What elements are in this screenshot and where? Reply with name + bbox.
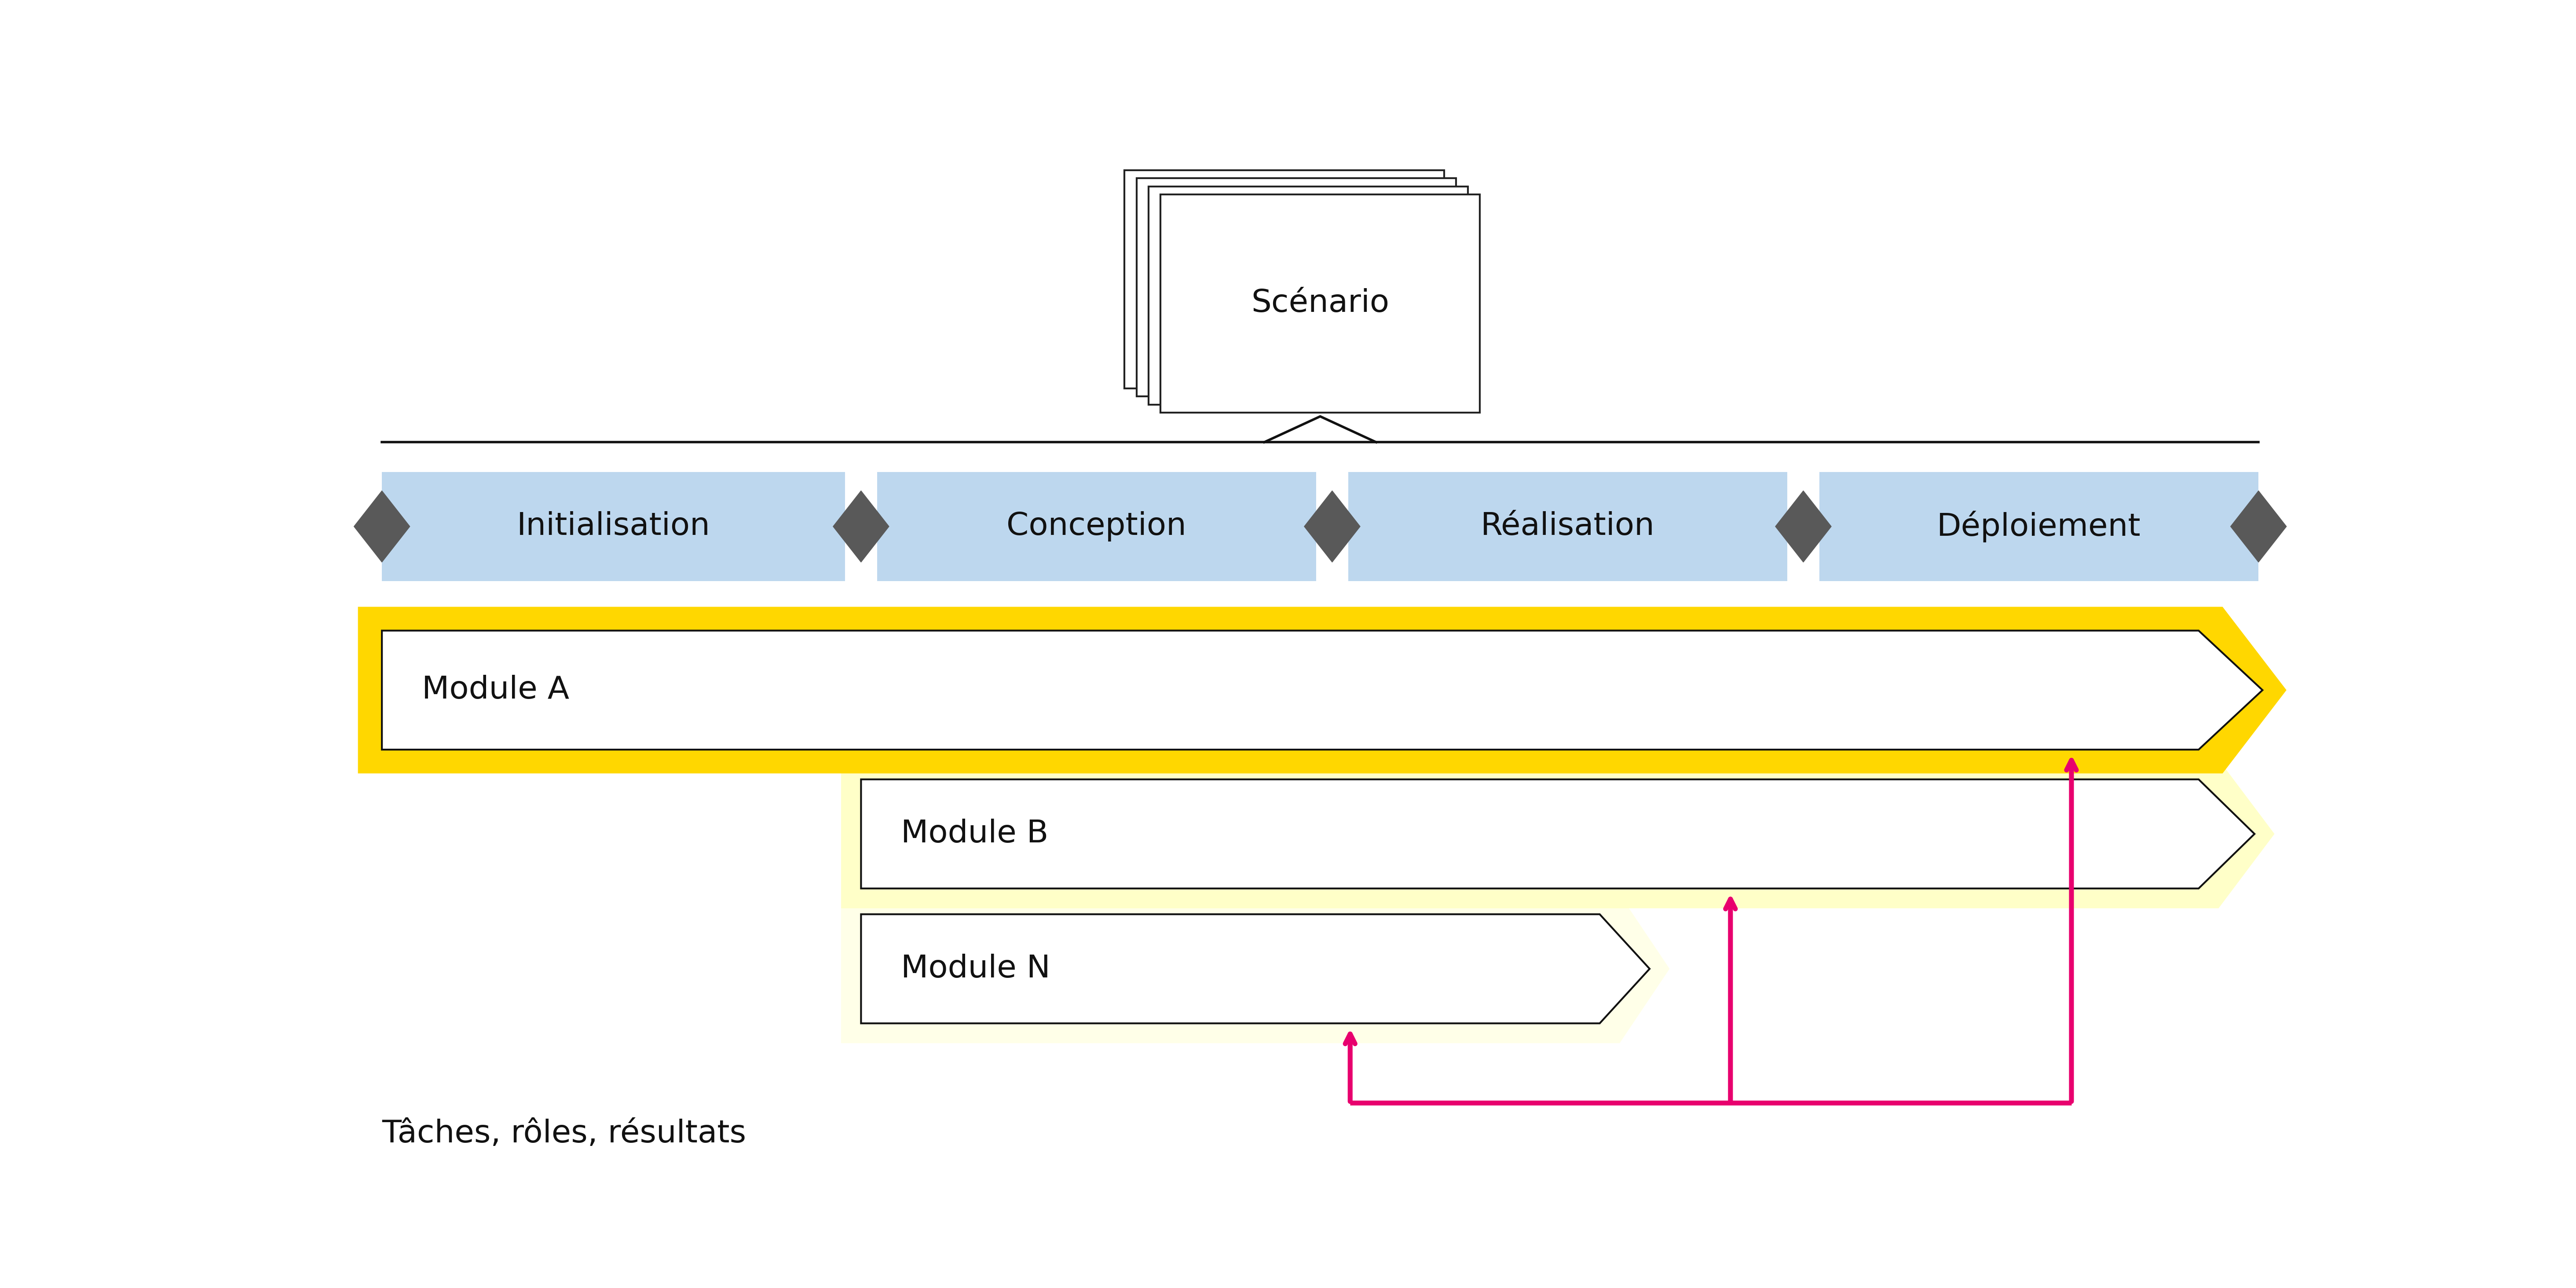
Polygon shape [353, 491, 410, 562]
Text: Initialisation: Initialisation [518, 511, 711, 542]
Polygon shape [1775, 491, 1832, 562]
Polygon shape [2231, 491, 2287, 562]
Polygon shape [381, 631, 2262, 750]
Bar [876, 471, 1316, 581]
Text: Réalisation: Réalisation [1481, 511, 1654, 542]
Bar [1149, 187, 1468, 404]
Text: Conception: Conception [1007, 511, 1188, 542]
Bar [1347, 471, 1788, 581]
Text: Module B: Module B [902, 819, 1048, 849]
Bar [1819, 471, 2259, 581]
Text: Scénario: Scénario [1252, 289, 1388, 318]
Text: Module N: Module N [902, 953, 1051, 984]
Bar [1159, 194, 1479, 412]
Polygon shape [860, 914, 1649, 1024]
Text: Tâches, rôles, résultats: Tâches, rôles, résultats [381, 1118, 747, 1149]
Polygon shape [358, 607, 2287, 773]
Text: Module A: Module A [422, 675, 569, 706]
Polygon shape [860, 779, 2254, 889]
Polygon shape [1303, 491, 1360, 562]
Text: Déploiement: Déploiement [1937, 510, 2141, 542]
Bar [1126, 170, 1445, 389]
Bar [1136, 178, 1455, 397]
Polygon shape [832, 491, 889, 562]
Polygon shape [840, 760, 2275, 908]
Bar [381, 471, 845, 581]
Polygon shape [840, 894, 1669, 1043]
